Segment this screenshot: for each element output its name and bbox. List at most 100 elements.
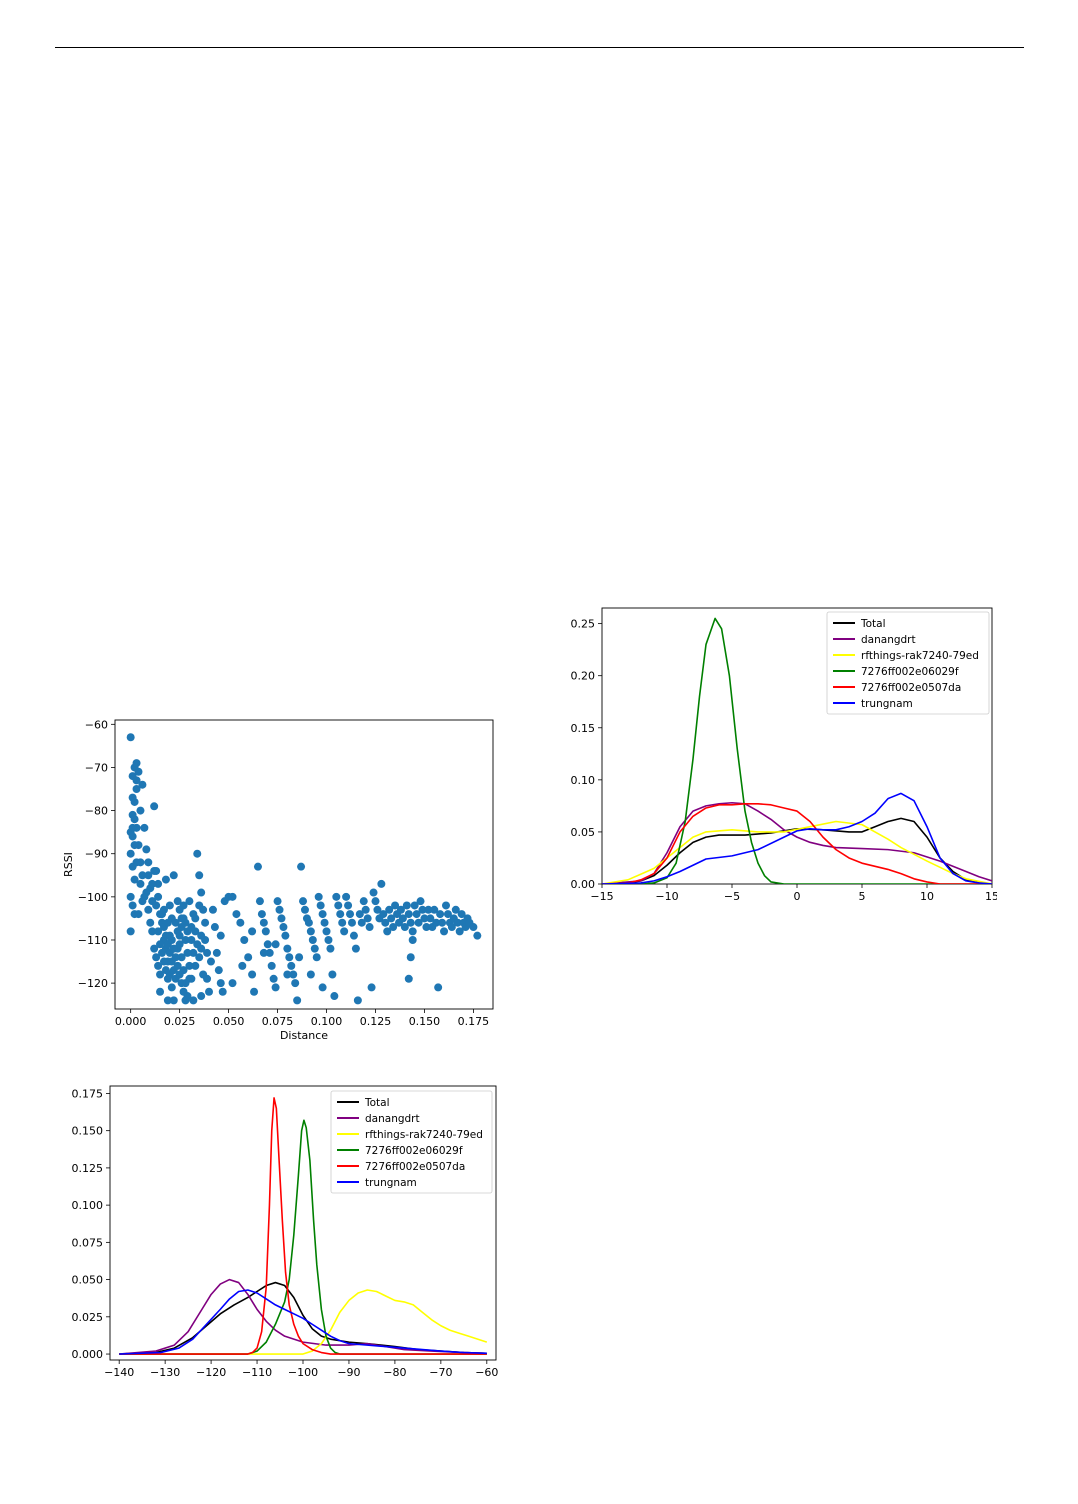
scatter-point [416,897,425,906]
scatter-point [342,892,351,901]
scatter-point [197,944,206,953]
scatter-point [299,897,308,906]
scatter-point [346,910,355,919]
scatter-point [195,871,204,880]
scatter-point [359,897,368,906]
scatter-point [326,944,335,953]
scatter-point [201,918,210,927]
series-line-0 [602,817,992,884]
scatter-point [420,914,429,923]
scatter-point [328,970,337,979]
series-line-5 [602,792,992,884]
scatter-point [473,931,482,940]
scatter-point [134,767,143,776]
scatter-point [146,918,155,927]
scatter-point [400,923,409,932]
scatter-point [167,983,176,992]
x-axis-label: Distance [280,1029,328,1042]
scatter-point [349,931,358,940]
scatter-point [383,927,392,936]
scatter-point [195,953,204,962]
scatter-point [152,953,161,962]
scatter-point [371,897,380,906]
scatter-point [159,905,168,914]
scatter-point [267,961,276,970]
scatter-point [140,823,149,832]
scatter-point [136,879,145,888]
scatter-point [357,918,366,927]
scatter-point [426,914,435,923]
x-tick-label: −140 [104,1366,134,1379]
scatter-point [212,948,221,957]
scatter-point [175,931,184,940]
scatter-point [285,953,294,962]
scatter-point [250,987,259,996]
scatter-point [261,927,270,936]
x-tick-label: −110 [242,1366,272,1379]
scatter-point [189,996,198,1005]
y-tick-label: −120 [78,977,108,990]
scatter-point [381,918,390,927]
scatter-point [316,901,325,910]
scatter-point [216,931,225,940]
scatter-point [181,935,190,944]
legend-label: Total [860,618,886,630]
scatter-point [161,966,170,975]
legend-label: rfthings-rak7240-79ed [861,650,979,662]
scatter-point [334,901,343,910]
scatter-point [165,901,174,910]
series-line-4 [602,803,992,884]
scatter-point [324,935,333,944]
scatter-point [130,875,139,884]
scatter-point [259,948,268,957]
y-tick-label: 0.150 [72,1125,104,1138]
y-tick-label: 0.25 [571,618,596,631]
scatter-point [408,935,417,944]
y-tick-label: 0.025 [72,1311,104,1324]
scatter-point [191,927,200,936]
scatter-point [387,914,396,923]
scatter-point [418,905,427,914]
scatter-point [379,910,388,919]
scatter-point [441,901,450,910]
legend-label: 7276ff002e0507da [861,682,961,694]
scatter-point [344,901,353,910]
scatter-point [169,996,178,1005]
scatter-point [432,918,441,927]
scatter-point [434,983,443,992]
x-tick-label: 0.100 [311,1015,343,1028]
scatter-point [412,910,421,919]
scatter-point [130,815,139,824]
scatter-point [156,940,165,949]
scatter-point [404,910,413,919]
scatter-point [353,996,362,1005]
x-tick-label: 0.075 [262,1015,294,1028]
y-tick-label: 0.000 [72,1348,104,1361]
scatter-point [363,914,372,923]
x-tick-label: −80 [383,1366,406,1379]
scatter-point [304,918,313,927]
x-tick-label: 0.025 [164,1015,196,1028]
scatter-point [197,931,206,940]
scatter-point [406,918,415,927]
plot-frame [114,719,494,1010]
scatter-point [398,914,407,923]
y-tick-label: −70 [85,761,108,774]
scatter-point [150,944,159,953]
scatter-point [232,910,241,919]
scatter-point [391,901,400,910]
scatter-point [138,871,147,880]
scatter-point [128,901,137,910]
scatter-point [179,987,188,996]
scatter-point [126,892,135,901]
scatter-point [240,935,249,944]
scatter-point [271,940,280,949]
rssi-distance-scatter-chart: 0.000 0.025 0.050 0.075 0.100 0.125 0.150 0.175… [62,718,494,1042]
scatter-point [414,918,423,927]
scatter-point [361,905,370,914]
scatter-point [295,953,304,962]
scatter-point [228,892,237,901]
scatter-point [291,979,300,988]
scatter-point [297,862,306,871]
scatter-point [148,879,157,888]
